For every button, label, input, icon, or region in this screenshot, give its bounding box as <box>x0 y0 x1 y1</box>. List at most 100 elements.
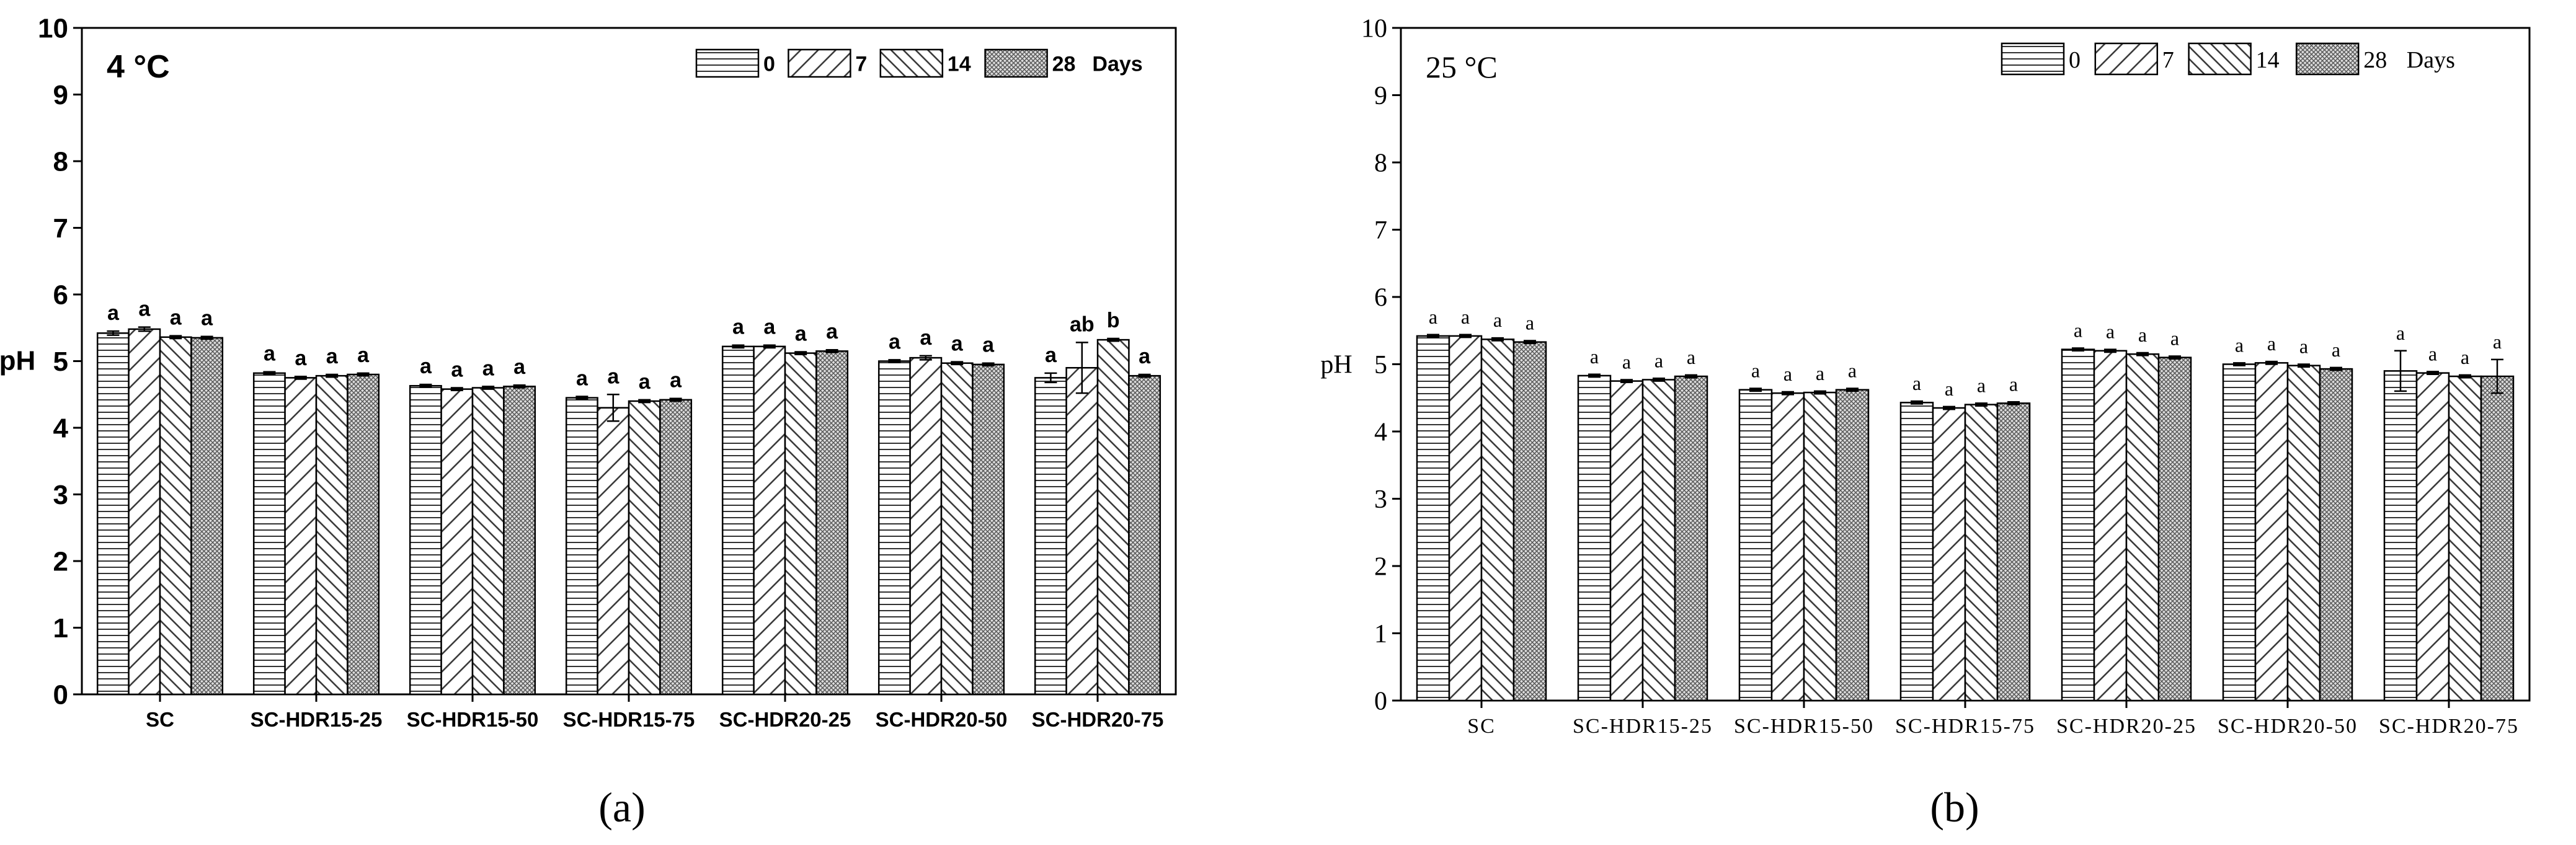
bar-0-SC-HDR20-75 <box>2383 370 2418 702</box>
error-bar <box>1685 374 1697 379</box>
y-tick-label: 1 <box>1374 620 1387 648</box>
significance-letter: a <box>264 342 276 366</box>
error-bar <box>2136 352 2149 356</box>
error-bar <box>575 396 588 400</box>
bar-7-SC-HDR15-75 <box>597 407 630 696</box>
bar-14-SC-HDR20-75 <box>1096 338 1130 696</box>
significance-letter: a <box>826 320 838 343</box>
bar-7-SC-HDR15-50 <box>1770 392 1805 702</box>
bar-14-SC-HDR20-50 <box>940 362 974 696</box>
x-tick-label: SC-HDR20-25 <box>719 708 851 731</box>
error-bar <box>1459 334 1472 338</box>
legend-label-7: 7 <box>2162 47 2174 73</box>
bar-7-SC-HDR20-50 <box>2254 362 2289 702</box>
y-tick-label: 3 <box>1374 485 1387 514</box>
y-tick-label: 7 <box>1374 216 1387 245</box>
legend-label-28: 28 <box>1052 52 1076 76</box>
chart-title: 4 °C <box>107 49 170 85</box>
legend-swatch-0 <box>2001 42 2065 76</box>
y-tick-label: 7 <box>53 213 68 244</box>
error-bar <box>2459 374 2471 379</box>
significance-letter: a <box>795 322 807 345</box>
x-tick-label: SC-HDR20-75 <box>2379 715 2519 738</box>
legend-label-0: 0 <box>2069 47 2081 73</box>
significance-letter: a <box>2170 327 2179 349</box>
bar-7-SC-HDR15-25 <box>1609 380 1644 702</box>
error-bar <box>669 397 682 402</box>
x-tick-label: SC-HDR15-75 <box>1895 715 2035 738</box>
x-tick-label: SC-HDR20-75 <box>1032 708 1164 731</box>
error-bar <box>326 373 339 378</box>
bar-28-SC-HDR20-75 <box>1128 374 1161 696</box>
significance-letter: a <box>1848 360 1857 382</box>
significance-letter: a <box>1526 312 1534 334</box>
significance-letter: a <box>920 326 932 350</box>
error-bar <box>2427 371 2439 376</box>
significance-letter: a <box>2009 373 2018 395</box>
legend-title: Days <box>2407 47 2455 73</box>
significance-letter: a <box>2299 335 2308 358</box>
bar-28-SC-HDR15-25 <box>347 373 380 696</box>
error-bar <box>794 351 807 355</box>
significance-letter: a <box>1493 309 1502 331</box>
panel-a-caption: (a) <box>598 784 645 831</box>
y-tick-label: 5 <box>1374 351 1387 379</box>
error-bar <box>1943 405 1955 410</box>
bar-7-SC <box>1448 335 1483 702</box>
error-bar <box>294 375 307 380</box>
bar-28-SC-HDR20-50 <box>972 363 1005 696</box>
significance-letter: a <box>170 306 182 330</box>
x-tick-label: SC-HDR20-50 <box>2218 715 2358 738</box>
y-tick-label: 9 <box>53 80 68 110</box>
bar-28-SC-HDR20-50 <box>2319 368 2353 702</box>
error-bar <box>1491 337 1504 342</box>
error-bar <box>951 361 964 366</box>
y-tick-label: 10 <box>1361 15 1387 43</box>
error-bar <box>888 359 901 363</box>
chart-title: 25 °C <box>1426 50 1498 84</box>
y-tick-label: 6 <box>53 280 68 310</box>
legend-swatch-7 <box>2094 42 2159 76</box>
bar-14-SC-HDR20-25 <box>784 352 817 696</box>
error-bar <box>1075 342 1088 394</box>
bar-0-SC-HDR15-25 <box>252 372 286 696</box>
significance-letter: a <box>2235 334 2244 356</box>
bar-0-SC <box>1416 335 1450 702</box>
bar-14-SC-HDR20-25 <box>2125 353 2160 702</box>
error-bar <box>763 344 776 349</box>
bar-28-SC-HDR15-75 <box>1996 402 2031 702</box>
error-bar <box>1588 373 1601 378</box>
error-bar <box>2233 362 2245 366</box>
bar-0-SC-HDR15-75 <box>565 397 598 696</box>
bar-7-SC-HDR20-75 <box>2415 372 2450 702</box>
significance-letter: a <box>1751 360 1760 382</box>
legend-swatch-14 <box>2188 42 2252 76</box>
x-tick-label: SC-HDR15-50 <box>407 708 539 731</box>
error-bar <box>982 362 995 367</box>
bar-28-SC-HDR15-50 <box>503 386 536 696</box>
bar-14-SC-HDR15-25 <box>315 374 349 696</box>
error-bar <box>450 387 463 392</box>
error-bar <box>357 372 370 377</box>
significance-letter: a <box>607 365 620 388</box>
y-tick-label: 5 <box>53 347 68 377</box>
significance-letter: a <box>1461 306 1470 328</box>
bar-7-SC <box>128 328 161 696</box>
significance-letter: a <box>889 330 901 353</box>
y-tick-label: 0 <box>53 679 68 710</box>
y-tick-label: 10 <box>38 13 68 43</box>
bar-28-SC <box>190 337 224 696</box>
y-tick-label: 6 <box>1374 284 1387 312</box>
bar-7-SC-HDR20-25 <box>753 345 786 696</box>
error-bar <box>1782 391 1794 396</box>
error-bar <box>1044 372 1057 384</box>
y-tick-label: 4 <box>1374 418 1387 447</box>
bar-0-SC-HDR15-50 <box>1738 389 1773 702</box>
error-bar <box>2169 355 2181 360</box>
significance-letter: a <box>2106 321 2115 343</box>
legend-label-14: 14 <box>948 52 971 76</box>
error-bar <box>1524 340 1536 345</box>
bar-0-SC-HDR20-50 <box>877 360 911 696</box>
significance-letter: a <box>2493 330 2502 353</box>
bar-7-SC-HDR20-75 <box>1065 367 1099 696</box>
